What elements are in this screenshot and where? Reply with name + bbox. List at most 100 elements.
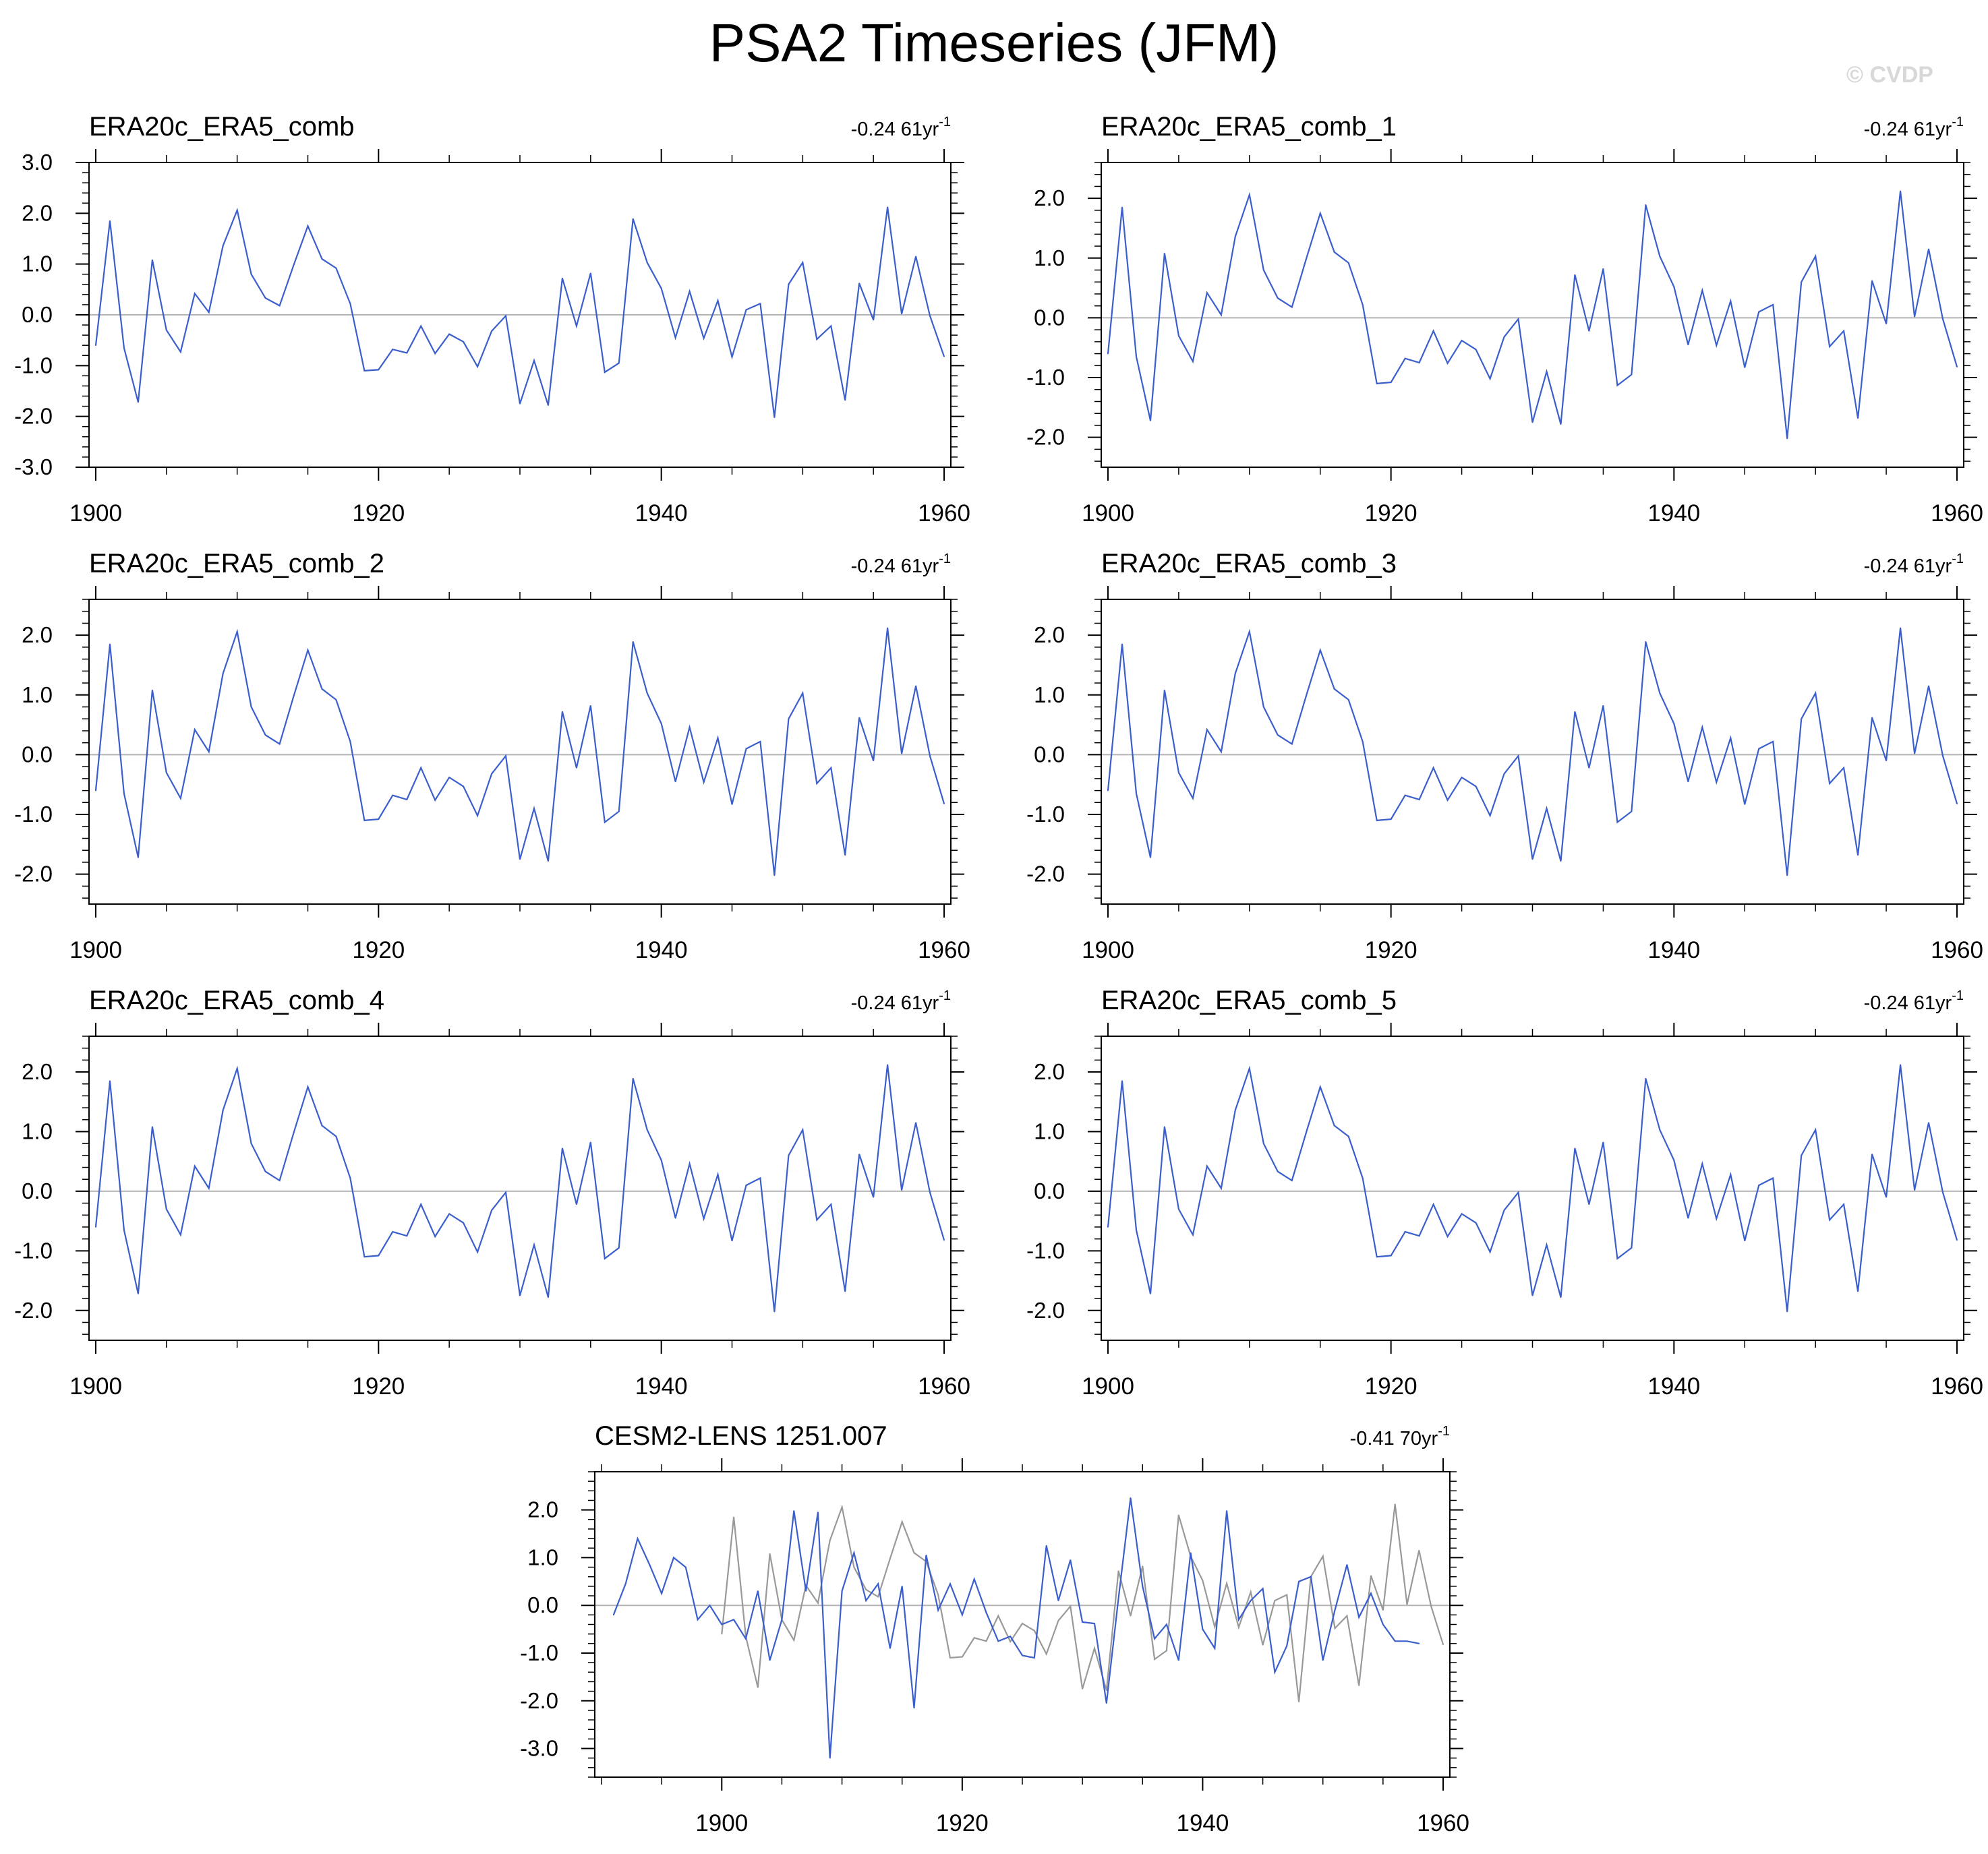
data-point bbox=[929, 755, 931, 757]
data-point bbox=[865, 1588, 867, 1590]
data-point bbox=[448, 333, 450, 335]
data-point bbox=[236, 1067, 238, 1069]
data-point bbox=[873, 319, 875, 321]
data-point bbox=[448, 1213, 450, 1215]
y-tick-label: 0.0 bbox=[22, 742, 53, 767]
y-tick-label: -3.0 bbox=[14, 454, 53, 479]
data-point bbox=[674, 337, 676, 338]
data-point bbox=[1277, 734, 1279, 736]
data-point bbox=[1418, 1642, 1420, 1644]
data-point bbox=[802, 1129, 804, 1131]
y-tick-label: 1.0 bbox=[22, 1118, 53, 1143]
data-point bbox=[222, 245, 224, 247]
data-point bbox=[618, 1247, 620, 1249]
data-point bbox=[434, 353, 436, 355]
data-point bbox=[1503, 773, 1505, 775]
data-point bbox=[816, 338, 818, 340]
series-line-1 bbox=[94, 207, 945, 418]
data-point bbox=[1914, 1189, 1915, 1191]
series-line-2 bbox=[612, 1497, 1420, 1758]
data-point bbox=[349, 1177, 351, 1179]
y-tick-label: 0.0 bbox=[1034, 305, 1065, 330]
x-tick-label: 1940 bbox=[635, 1373, 688, 1400]
data-point bbox=[138, 401, 139, 403]
data-point bbox=[562, 711, 563, 713]
data-point bbox=[901, 313, 902, 315]
data-point bbox=[802, 692, 804, 694]
data-point bbox=[1214, 1626, 1216, 1627]
data-point bbox=[1616, 384, 1618, 386]
data-point bbox=[1202, 1580, 1204, 1582]
series-line-1 bbox=[94, 1065, 945, 1312]
data-point bbox=[448, 777, 450, 779]
data-point bbox=[1531, 858, 1533, 860]
data-point bbox=[1786, 874, 1788, 876]
panel-6: ERA20c_ERA5_comb_5 -0.24 61yr-1 -2.0 -1.0 0.… bbox=[1026, 986, 1983, 1400]
data-point bbox=[1956, 366, 1958, 368]
data-point bbox=[769, 1659, 771, 1661]
data-point bbox=[123, 793, 125, 794]
panel-title: CESM2-LENS 1251.007 bbox=[595, 1421, 887, 1451]
data-point bbox=[915, 685, 916, 687]
data-point bbox=[1404, 357, 1406, 359]
data-point bbox=[533, 359, 535, 361]
data-point bbox=[575, 767, 577, 769]
data-point bbox=[717, 737, 719, 739]
data-point bbox=[1942, 755, 1943, 757]
data-point bbox=[830, 325, 832, 327]
data-point bbox=[632, 641, 634, 642]
data-point bbox=[1107, 1226, 1109, 1228]
data-point bbox=[1274, 1600, 1276, 1602]
data-point bbox=[1358, 1685, 1360, 1687]
data-point bbox=[1475, 1222, 1477, 1224]
data-point bbox=[781, 1619, 783, 1621]
data-point bbox=[1744, 367, 1746, 368]
data-point bbox=[1574, 1147, 1576, 1149]
panel-title: ERA20c_ERA5_comb_2 bbox=[89, 549, 384, 578]
y-tick-label: 0.0 bbox=[22, 302, 53, 327]
plot-frame bbox=[594, 1471, 1451, 1778]
data-point bbox=[1645, 1077, 1647, 1079]
data-point bbox=[1730, 1174, 1732, 1176]
data-point bbox=[1517, 1191, 1519, 1193]
x-tick-label: 1900 bbox=[69, 1373, 122, 1400]
data-point bbox=[95, 1226, 96, 1228]
data-point bbox=[589, 705, 591, 707]
data-point bbox=[1418, 1549, 1420, 1551]
data-point bbox=[1154, 1638, 1156, 1640]
data-point bbox=[1347, 262, 1349, 264]
data-point bbox=[646, 262, 648, 264]
trend-label: -0.24 61yr-1 bbox=[1864, 988, 1964, 1014]
data-point bbox=[901, 1585, 903, 1587]
data-point bbox=[1262, 1143, 1264, 1145]
data-point bbox=[1220, 751, 1222, 752]
y-tick-label: -1.0 bbox=[520, 1640, 558, 1665]
data-point bbox=[1871, 717, 1873, 719]
data-point bbox=[392, 794, 394, 796]
data-point bbox=[1206, 292, 1208, 294]
data-point bbox=[1333, 688, 1335, 690]
data-point bbox=[307, 1086, 309, 1088]
data-point bbox=[1333, 1125, 1335, 1127]
data-point bbox=[1206, 729, 1208, 731]
data-point bbox=[1226, 1510, 1227, 1512]
data-point bbox=[703, 337, 705, 339]
data-point bbox=[1489, 814, 1491, 816]
data-point bbox=[109, 1080, 111, 1082]
data-point bbox=[759, 1177, 761, 1179]
y-tick-label: -3.0 bbox=[520, 1736, 558, 1761]
data-point bbox=[733, 1516, 735, 1518]
data-point bbox=[1033, 1629, 1035, 1632]
data-point bbox=[943, 803, 945, 805]
data-point bbox=[757, 1590, 759, 1592]
data-point bbox=[279, 305, 281, 307]
data-point bbox=[853, 1552, 855, 1554]
y-tick-label: 0.0 bbox=[22, 1178, 53, 1203]
data-point bbox=[769, 1553, 771, 1555]
data-point bbox=[1442, 1644, 1444, 1646]
data-point bbox=[1815, 692, 1817, 694]
data-point bbox=[660, 723, 662, 725]
data-point bbox=[1322, 1555, 1324, 1557]
data-point bbox=[1857, 854, 1859, 856]
data-point bbox=[1390, 382, 1392, 384]
